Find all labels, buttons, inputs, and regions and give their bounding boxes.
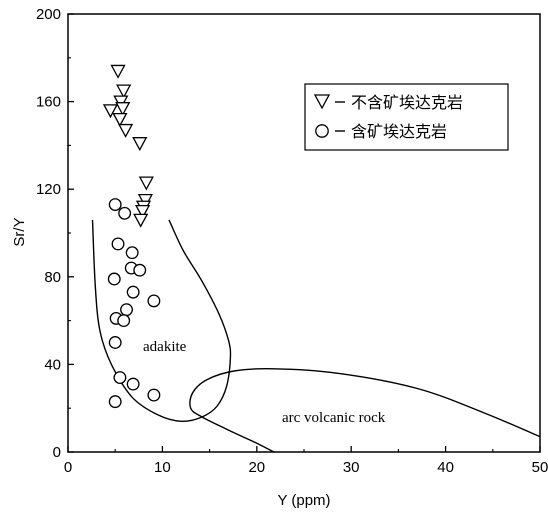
triangle-marker [134, 204, 151, 219]
triangle-marker [110, 64, 126, 79]
triangle-marker [138, 176, 154, 191]
circle-marker [108, 395, 122, 409]
x-tick-label: 0 [64, 459, 72, 476]
circle-marker [125, 246, 139, 260]
x-tick-label: 30 [343, 459, 360, 476]
circle-marker [117, 314, 131, 328]
circle-marker [147, 388, 161, 402]
y-tick-label: 200 [36, 6, 61, 23]
circle-marker [107, 272, 121, 286]
y-tick-label: 0 [53, 444, 61, 461]
region-boundary-arc-volcanic-rock [189, 368, 541, 453]
circle-marker [126, 285, 140, 299]
y-tick-label: 120 [36, 181, 61, 198]
legend-marker-triangle-down [313, 94, 331, 110]
triangle-marker [102, 104, 119, 119]
triangle-marker [115, 102, 131, 117]
circle-marker [118, 206, 132, 220]
region-label-adakite: adakite [143, 339, 187, 355]
legend-label-ore-adakite: 含矿埃达克岩 [351, 122, 447, 141]
y-tick-label: 80 [44, 269, 61, 286]
y-axis-title: Sr/Y [11, 217, 28, 246]
x-axis-title: Y (ppm) [277, 492, 330, 509]
legend: 不含矿埃达克岩 含矿埃达克岩 [304, 83, 509, 151]
axis-ticks [67, 13, 541, 453]
x-tick-label: 10 [154, 459, 171, 476]
triangle-marker [112, 112, 128, 127]
region-boundary-adakite [91, 219, 232, 423]
x-tick-label: 50 [532, 459, 548, 476]
legend-marker-circle [315, 124, 329, 138]
circle-marker [120, 303, 133, 317]
triangle-marker [117, 123, 134, 138]
y-tick-label: 40 [44, 356, 61, 373]
triangle-marker [116, 84, 132, 99]
circle-marker [133, 263, 147, 277]
y-tick-label: 160 [36, 94, 61, 111]
circle-marker [113, 371, 127, 384]
legend-box [304, 83, 509, 151]
x-tick-label: 20 [248, 459, 265, 476]
triangle-marker [132, 137, 148, 152]
circle-marker [108, 336, 122, 349]
x-tick-label: 40 [437, 459, 454, 476]
circle-marker [126, 377, 140, 391]
circle-marker [147, 294, 161, 308]
chart-markers [102, 64, 161, 409]
legend-label-no-ore-adakite: 不含矿埃达克岩 [351, 93, 463, 112]
plot-area [67, 13, 541, 453]
circle-marker [111, 237, 125, 251]
circle-marker [108, 198, 122, 211]
region-label-arc-volcanic-rock: arc volcanic rock [282, 410, 386, 426]
triangle-marker [133, 213, 149, 228]
